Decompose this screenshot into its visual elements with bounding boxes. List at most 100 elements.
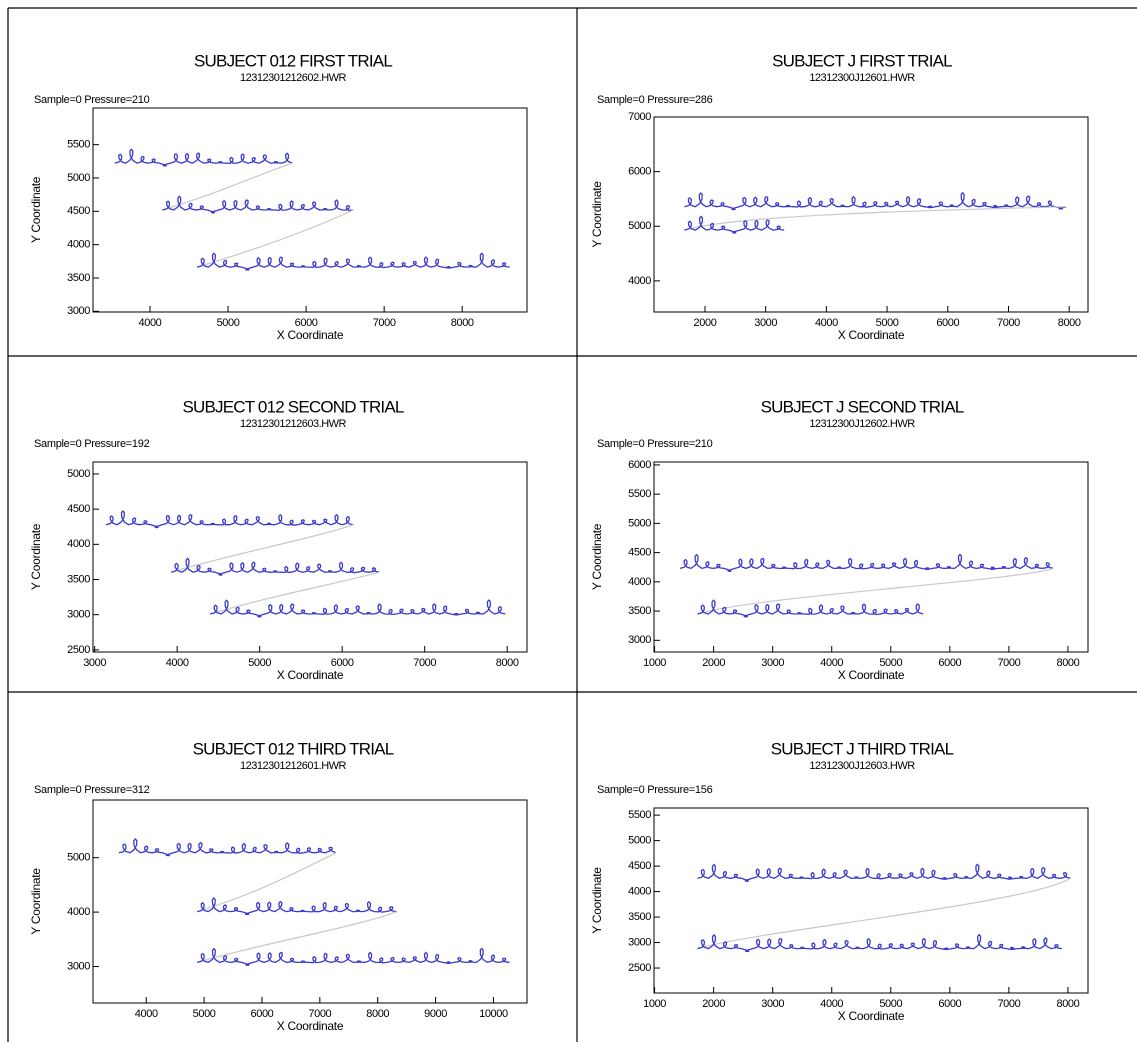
chart-subtitle: 12312300J12601.HWR xyxy=(809,72,915,84)
plot-area xyxy=(92,799,528,1004)
y-tick-label: 5000 xyxy=(628,835,651,847)
pen-up-trace xyxy=(684,206,1067,231)
y-axis-label: Y Coordinate xyxy=(29,868,43,935)
x-tick-label: 6000 xyxy=(938,657,961,669)
annotation: Sample=0 Pressure=312 xyxy=(34,784,150,796)
panel: SUBJECT 012 SECOND TRIAL 12312301212603.H… xyxy=(29,397,528,682)
x-tick-label: 6000 xyxy=(331,657,354,669)
y-tick-label: 6000 xyxy=(628,166,651,178)
x-tick-label: 2000 xyxy=(702,657,725,669)
pen-up-trace xyxy=(196,852,337,913)
x-tick-label: 7000 xyxy=(997,317,1020,329)
chart-title: SUBJECT J THIRD TRIAL xyxy=(771,739,954,758)
x-tick-label: 4000 xyxy=(820,998,843,1010)
x-tick-label: 7000 xyxy=(997,998,1020,1010)
x-tick-label: 1000 xyxy=(643,998,666,1010)
handwriting-trace xyxy=(197,947,510,966)
panel: SUBJECT 012 THIRD TRIAL 12312301212601.HW… xyxy=(29,739,528,1033)
y-axis-label: Y Coordinate xyxy=(29,176,43,243)
x-axis-label: X Coordinate xyxy=(277,328,344,342)
y-tick-label: 3500 xyxy=(628,605,651,617)
x-axis-label: X Coordinate xyxy=(838,1009,905,1023)
pen-up-trace xyxy=(697,567,1054,615)
x-tick-label: 5000 xyxy=(879,657,902,669)
y-tick-label: 4500 xyxy=(67,503,90,515)
x-tick-label: 6000 xyxy=(251,1008,274,1020)
handwriting-trace xyxy=(679,553,1054,572)
panel: SUBJECT 012 FIRST TRIAL 12312301212602.HW… xyxy=(29,51,528,342)
y-tick-label: 3500 xyxy=(67,272,90,284)
handwriting-trace xyxy=(197,897,397,916)
y-tick-label: 4000 xyxy=(67,906,90,918)
y-tick-label: 4000 xyxy=(628,885,651,897)
y-tick-label: 3000 xyxy=(67,305,90,317)
chart-subtitle: 12312301212601.HWR xyxy=(240,760,347,772)
y-axis-label: Y Coordinate xyxy=(590,523,604,590)
x-tick-label: 6000 xyxy=(938,998,961,1010)
x-tick-label: 3000 xyxy=(83,657,106,669)
x-tick-label: 7000 xyxy=(413,657,436,669)
x-tick-label: 1000 xyxy=(643,657,666,669)
annotation: Sample=0 Pressure=286 xyxy=(597,94,713,106)
pen-up-trace xyxy=(170,524,354,573)
handwriting-trace xyxy=(114,148,293,167)
y-tick-label: 5000 xyxy=(628,220,651,232)
y-tick-label: 4500 xyxy=(67,205,90,217)
handwriting-trace xyxy=(684,192,1067,211)
handwriting-trace xyxy=(697,863,1071,882)
y-tick-label: 4000 xyxy=(628,275,651,287)
y-tick-label: 7000 xyxy=(628,111,651,123)
handwriting-trace xyxy=(697,599,924,618)
x-tick-label: 2000 xyxy=(702,998,725,1010)
x-tick-label: 5000 xyxy=(193,1008,216,1020)
x-tick-label: 2000 xyxy=(694,317,717,329)
x-tick-label: 6000 xyxy=(936,317,959,329)
plot-area xyxy=(653,461,1089,653)
y-tick-label: 3500 xyxy=(628,911,651,923)
annotation: Sample=0 Pressure=156 xyxy=(597,784,713,796)
y-tick-label: 5000 xyxy=(67,172,90,184)
pen-up-trace xyxy=(162,162,293,211)
annotation: Sample=0 Pressure=210 xyxy=(34,94,150,106)
x-tick-label: 8000 xyxy=(451,317,474,329)
chart-subtitle: 12312301212602.HWR xyxy=(240,72,347,84)
plot-area xyxy=(653,807,1089,994)
x-tick-label: 5000 xyxy=(876,317,899,329)
x-tick-label: 3000 xyxy=(754,317,777,329)
x-tick-label: 5000 xyxy=(217,317,240,329)
y-tick-label: 2500 xyxy=(628,962,651,974)
handwriting-trace xyxy=(197,252,510,271)
x-tick-label: 7000 xyxy=(308,1008,331,1020)
x-tick-label: 4000 xyxy=(135,1008,158,1020)
x-tick-label: 8000 xyxy=(496,657,519,669)
plot-area xyxy=(92,107,528,313)
y-tick-label: 3000 xyxy=(628,634,651,646)
y-tick-label: 4500 xyxy=(628,860,651,872)
y-tick-label: 5500 xyxy=(628,809,651,821)
handwriting-trace xyxy=(697,933,1063,953)
x-tick-label: 6000 xyxy=(295,317,318,329)
chart-subtitle: 12312300J12603.HWR xyxy=(809,760,915,772)
x-tick-label: 4000 xyxy=(815,317,838,329)
x-axis-label: X Coordinate xyxy=(277,668,344,682)
x-tick-label: 4000 xyxy=(820,657,843,669)
x-tick-label: 8000 xyxy=(366,1008,389,1020)
y-tick-label: 3000 xyxy=(628,936,651,948)
y-tick-label: 4000 xyxy=(67,538,90,550)
chart-title: SUBJECT 012 THIRD TRIAL xyxy=(193,739,394,758)
y-tick-label: 5000 xyxy=(628,517,651,529)
x-tick-label: 8000 xyxy=(1056,657,1079,669)
handwriting-trace xyxy=(105,510,354,529)
pen-up-trace xyxy=(697,877,1071,950)
x-axis-label: X Coordinate xyxy=(838,668,905,682)
x-axis-label: X Coordinate xyxy=(277,1019,344,1033)
panel-frame xyxy=(7,7,1137,1042)
x-tick-label: 3000 xyxy=(761,998,784,1010)
x-tick-label: 5000 xyxy=(879,998,902,1010)
y-tick-label: 5000 xyxy=(67,852,90,864)
chart-title: SUBJECT 012 SECOND TRIAL xyxy=(182,397,403,416)
y-tick-label: 4000 xyxy=(628,576,651,588)
y-tick-label: 4000 xyxy=(67,239,90,251)
y-tick-label: 3500 xyxy=(67,573,90,585)
